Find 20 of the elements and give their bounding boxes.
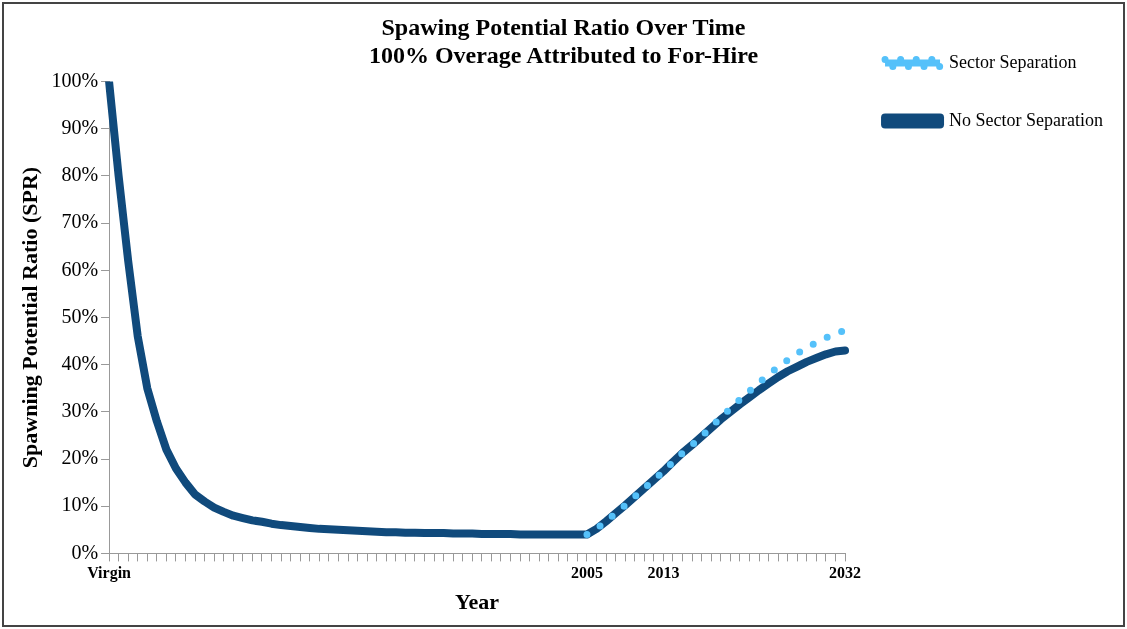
- x-tick-label: 2032: [829, 564, 862, 582]
- y-tick-label: 40%: [61, 351, 99, 374]
- x-tick-label: 2005: [570, 564, 603, 582]
- y-tick-label: 90%: [61, 116, 99, 139]
- y-tick-label: 10%: [61, 493, 99, 516]
- x-tick-label: 2013: [647, 564, 680, 582]
- y-tick-label: 0%: [71, 540, 99, 563]
- y-tick-label: 50%: [61, 304, 99, 327]
- y-tick-label: 20%: [61, 446, 99, 469]
- chart-title: Spawing Potential Ratio Over Time 100% Overage Attributed to For-Hire: [368, 13, 759, 69]
- legend-label: No Sector Separation: [949, 109, 1104, 130]
- y-tick-label: 60%: [61, 257, 99, 280]
- x-axis-title: Year: [455, 589, 500, 615]
- y-tick-label: 80%: [61, 163, 99, 186]
- y-axis-title: Spawning Potential Ratio (SPR): [16, 166, 42, 469]
- y-tick-label: 70%: [61, 210, 99, 233]
- y-tick-label: 30%: [61, 399, 99, 422]
- y-tick-label: 100%: [51, 68, 99, 91]
- x-tick-label: Virgin: [87, 564, 132, 583]
- legend-label: Sector Separation: [949, 51, 1077, 72]
